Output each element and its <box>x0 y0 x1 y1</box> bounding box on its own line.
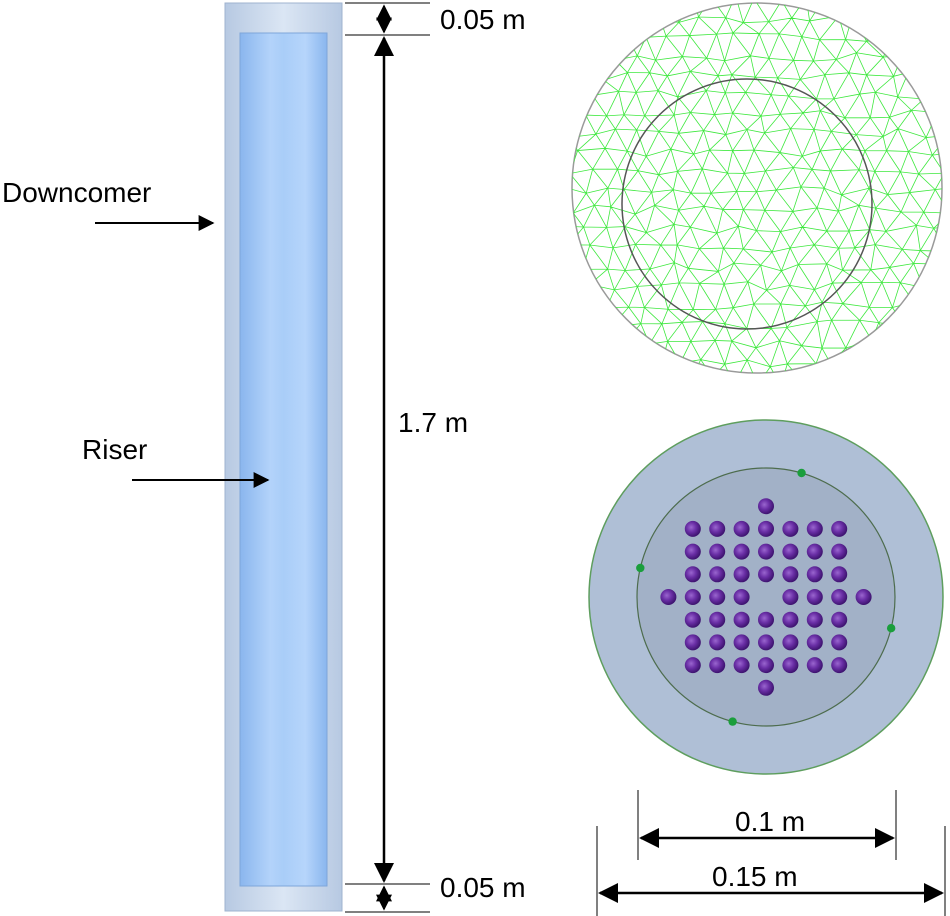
sparger-hole <box>806 566 823 583</box>
sparger-hole <box>831 520 848 537</box>
sparger-hole <box>758 543 774 560</box>
sparger-holes <box>660 498 872 696</box>
sparger-hole <box>758 611 774 628</box>
sparger-hole <box>709 589 726 605</box>
sparger-hole <box>684 657 701 674</box>
sparger-hole <box>733 611 750 628</box>
sparger-hole <box>782 634 799 651</box>
sparger-hole <box>806 634 823 651</box>
sparger-hole <box>758 498 774 515</box>
sparger-hole <box>758 657 774 674</box>
top-gap-label: 0.05 m <box>440 4 526 35</box>
sparger-hole <box>684 566 701 583</box>
sparger-hole <box>733 657 750 674</box>
mesh-cross-section <box>571 2 943 374</box>
probe-dot <box>797 468 806 478</box>
sparger-hole <box>782 543 799 560</box>
sparger-hole <box>684 634 701 651</box>
sparger-hole <box>831 611 848 628</box>
sparger-hole <box>709 634 726 651</box>
sparger-hole <box>709 543 726 560</box>
sparger-hole <box>709 520 726 537</box>
riser-tube <box>239 32 328 887</box>
sparger-hole <box>782 589 799 605</box>
sparger-hole <box>733 543 750 560</box>
sparger-hole <box>709 566 726 583</box>
bottom-gap-label: 0.05 m <box>440 872 526 903</box>
probe-dot <box>728 717 737 726</box>
outer-diameter-label: 0.15 m <box>712 861 798 892</box>
inner-diameter-label: 0.1 m <box>735 806 805 837</box>
sparger-hole <box>782 566 799 583</box>
sparger-hole <box>782 611 799 628</box>
probe-dot <box>636 563 645 573</box>
sparger-hole <box>733 634 750 651</box>
sparger-hole <box>831 566 848 583</box>
sparger-hole <box>684 589 701 605</box>
sparger-hole <box>758 566 774 583</box>
sparger-hole <box>684 543 701 560</box>
sparger-hole <box>782 520 799 537</box>
sparger-hole <box>831 543 848 560</box>
sparger-hole <box>806 611 823 628</box>
mesh-inner-boundary <box>621 78 873 330</box>
sparger-hole <box>733 589 750 605</box>
probe-dots <box>636 468 896 726</box>
sparger-hole <box>831 589 848 605</box>
riser-label: Riser <box>82 434 147 465</box>
sparger-hole <box>758 679 774 696</box>
sparger-hole <box>709 611 726 628</box>
sparger-hole <box>806 520 823 537</box>
sparger-hole <box>782 657 799 674</box>
sparger-hole <box>806 657 823 674</box>
sparger-hole <box>758 520 774 537</box>
sparger-cross-section <box>588 419 944 775</box>
diameter-dimensions <box>596 790 946 916</box>
sparger-hole <box>806 589 823 605</box>
sparger-hole <box>709 657 726 674</box>
downcomer-label: Downcomer <box>2 177 151 208</box>
sparger-hole <box>660 589 677 605</box>
sparger-hole <box>831 634 848 651</box>
probe-dot <box>886 624 896 633</box>
sparger-hole <box>684 611 701 628</box>
height-label: 1.7 m <box>398 407 468 438</box>
inner-riser-section <box>636 467 896 727</box>
sparger-hole <box>831 657 848 674</box>
sparger-hole <box>758 634 774 651</box>
height-dimension <box>345 2 430 913</box>
sparger-hole <box>806 543 823 560</box>
sparger-hole <box>733 520 750 537</box>
sparger-hole <box>684 520 701 537</box>
sparger-hole <box>733 566 750 583</box>
sparger-hole <box>855 589 872 605</box>
